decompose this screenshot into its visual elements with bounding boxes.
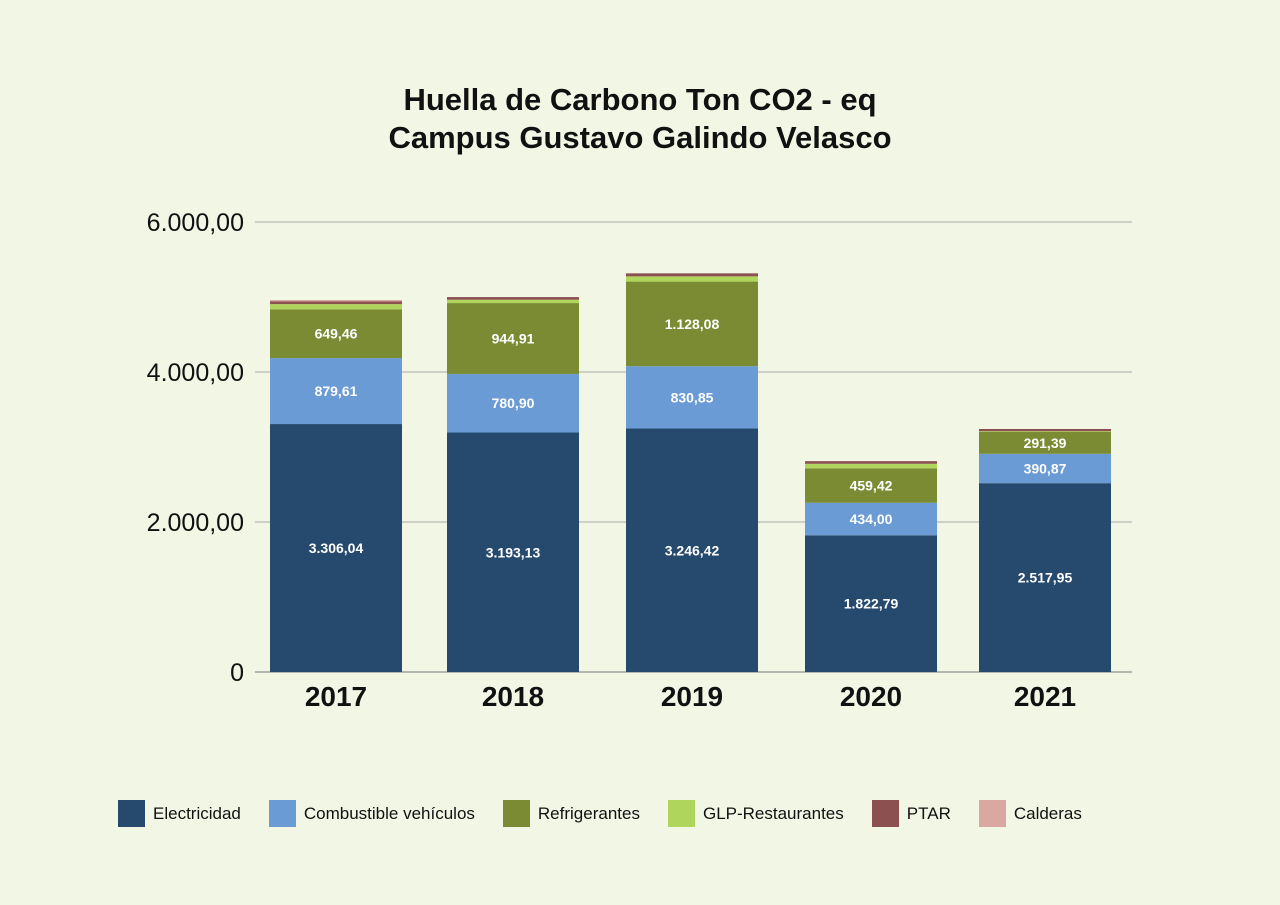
legend-label: GLP-Restaurantes bbox=[702, 803, 844, 823]
legend-swatch bbox=[502, 800, 530, 827]
data-label: 459,42 bbox=[850, 478, 893, 494]
legend-swatch bbox=[978, 800, 1006, 827]
legend-swatch bbox=[118, 800, 145, 827]
bar-segment bbox=[626, 366, 758, 429]
y-tick-label: 6.000,00 bbox=[147, 209, 244, 237]
data-label: 2.517,95 bbox=[1018, 570, 1073, 586]
data-label: 944,91 bbox=[492, 331, 535, 347]
legend-item: Combustible vehículos bbox=[268, 800, 475, 827]
bar-segment bbox=[447, 432, 579, 672]
legend: Electricidad Combustible vehículos Refrige… bbox=[118, 800, 1110, 827]
bar-segment bbox=[270, 299, 402, 302]
bar-segment bbox=[805, 468, 937, 503]
bar-segment bbox=[805, 463, 937, 469]
bar-segment bbox=[270, 424, 402, 672]
bar-segment bbox=[626, 428, 758, 672]
legend-label: Combustible vehículos bbox=[303, 803, 475, 823]
chart-title-line-1: Huella de Carbono Ton CO2 - eq bbox=[403, 82, 877, 117]
bar-segment bbox=[447, 299, 579, 304]
legend-label: Refrigerantes bbox=[537, 803, 640, 823]
legend-label: Electricidad bbox=[153, 803, 241, 823]
x-tick-label: 2017 bbox=[305, 681, 367, 712]
data-label: 3.306,04 bbox=[309, 540, 364, 556]
data-label: 291,39 bbox=[1024, 435, 1067, 451]
bar-segment bbox=[979, 428, 1111, 432]
data-label: 3.246,42 bbox=[665, 542, 720, 558]
data-label: 649,46 bbox=[315, 326, 358, 342]
legend-label: Calderas bbox=[1013, 803, 1082, 823]
bar-segment bbox=[270, 301, 402, 305]
bar-segment bbox=[270, 309, 402, 359]
bar-segment bbox=[979, 453, 1111, 484]
legend-item: GLP-Restaurantes bbox=[667, 800, 844, 827]
y-tick-label: 4.000,00 bbox=[147, 359, 244, 387]
x-tick-label: 2019 bbox=[661, 681, 723, 712]
x-tick-label: 2018 bbox=[482, 681, 544, 712]
legend-item: Refrigerantes bbox=[502, 800, 640, 827]
data-label: 3.193,13 bbox=[486, 544, 541, 560]
legend-swatch bbox=[667, 800, 695, 827]
bar-segment bbox=[626, 281, 758, 367]
data-label: 1.128,08 bbox=[665, 316, 720, 332]
bar-segment bbox=[447, 303, 579, 374]
legend-swatch bbox=[268, 800, 296, 827]
legend-item: Calderas bbox=[978, 800, 1082, 827]
bar-segment bbox=[270, 304, 402, 310]
bar-segment bbox=[805, 502, 937, 536]
bar-segment bbox=[805, 461, 937, 464]
data-label: 780,90 bbox=[492, 395, 535, 411]
bar-segment bbox=[979, 431, 1111, 432]
bar-segment bbox=[626, 273, 758, 277]
legend-label: PTAR bbox=[906, 803, 951, 823]
legend-item: Electricidad bbox=[118, 800, 241, 827]
bar-segment bbox=[447, 373, 579, 433]
bar-segment bbox=[979, 431, 1111, 454]
bar-segment bbox=[626, 276, 758, 282]
bar-segment bbox=[447, 297, 579, 300]
data-label: 434,00 bbox=[850, 511, 893, 527]
x-tick-label: 2020 bbox=[840, 681, 902, 712]
data-label: 390,87 bbox=[1024, 460, 1067, 476]
data-label: 1.822,79 bbox=[844, 596, 899, 612]
bar-segment bbox=[805, 535, 937, 672]
y-tick-label: 0 bbox=[230, 659, 244, 687]
legend-swatch bbox=[871, 800, 899, 827]
legend-item: PTAR bbox=[871, 800, 951, 827]
chart-title-line-2: Campus Gustavo Galindo Velasco bbox=[388, 120, 892, 155]
x-tick-label: 2021 bbox=[1014, 681, 1076, 712]
data-label: 879,61 bbox=[315, 383, 358, 399]
bar-segment bbox=[979, 483, 1111, 672]
data-label: 830,85 bbox=[671, 389, 714, 405]
bar-segment bbox=[270, 358, 402, 425]
y-tick-label: 2.000,00 bbox=[147, 509, 244, 537]
